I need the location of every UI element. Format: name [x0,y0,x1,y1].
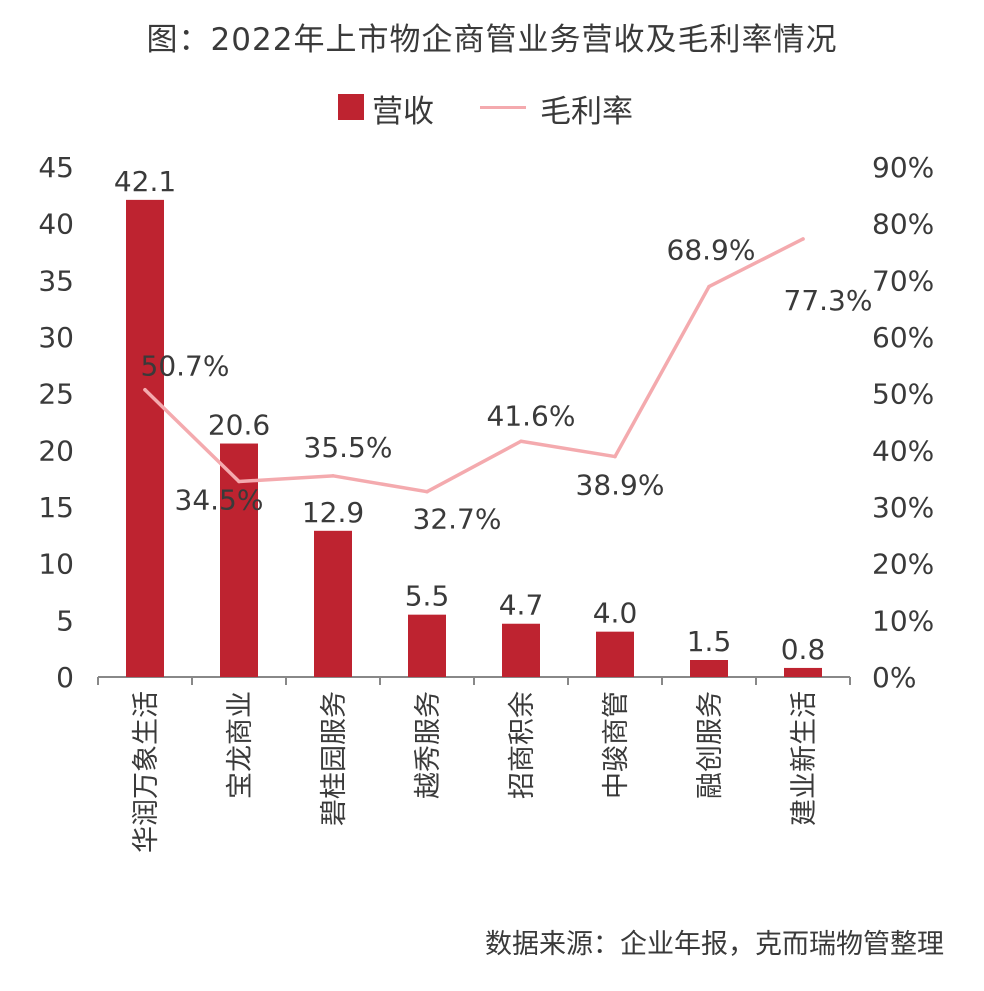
legend: 营收 毛利率 [0,86,984,130]
y-left-tick-label: 30 [38,321,74,354]
y-right-tick-label: 80% [872,208,934,241]
line-data-label: 68.9% [667,234,756,267]
category-label: 碧桂园服务 [319,691,350,826]
y-left-tick-label: 15 [38,491,74,524]
line-point [331,474,335,478]
line-point [237,479,241,484]
y-left-tick-label: 35 [38,264,74,297]
y-left-tick-label: 40 [38,208,74,241]
bar [596,631,634,677]
y-right-tick-label: 30% [872,491,934,524]
line-point [613,454,617,459]
bar-data-label: 12.9 [302,496,364,529]
category-label: 中骏商管 [601,691,632,799]
margin-line [143,237,805,494]
bar [314,530,352,677]
line-point [707,284,711,289]
category-label: 建业新生活 [789,691,820,826]
category-label: 越秀服务 [413,691,444,799]
y-right-tick-label: 90% [872,151,934,184]
y-right-tick-label: 70% [872,264,934,297]
line-data-label: 34.5% [175,484,264,517]
bar-data-label: 0.8 [781,633,826,666]
line-point [425,489,429,494]
y-right-tick-label: 50% [872,378,934,411]
legend-bar-label: 营收 [372,94,434,130]
category-label: 宝龙商业 [225,691,256,799]
bar [408,614,446,677]
y-left-tick-label: 10 [38,548,74,581]
bar-data-label: 20.6 [208,409,270,442]
line-data-label: 50.7% [141,350,230,383]
y-left-tick-label: 20 [38,434,74,467]
y-right-tick-label: 40% [872,434,934,467]
y-left-tick-label: 45 [38,151,74,184]
line-point [143,387,147,392]
bar-data-label: 4.0 [593,597,638,630]
category-label: 招商积余 [507,691,538,799]
y-right-tick-label: 60% [872,321,934,354]
bar [126,199,164,677]
line-data-label: 38.9% [576,469,665,502]
bar [220,443,258,677]
category-label: 融创服务 [695,691,726,799]
y-left-tick-label: 0 [56,661,74,694]
line-data-label: 77.3% [784,284,873,317]
bar [502,623,540,677]
line-data-label: 32.7% [413,503,502,536]
y-left-tick-label: 5 [56,604,74,637]
line-data-label: 35.5% [304,431,393,464]
bar-data-label: 1.5 [687,625,732,658]
line-point [519,439,523,444]
legend-line-swatch [480,106,526,109]
y-right-tick-label: 0% [872,661,916,694]
category-label: 华润万象生活 [131,691,162,853]
legend-bar-swatch [338,94,364,120]
bar [784,667,822,677]
chart-title: 图：2022年上市物企商管业务营收及毛利率情况 [146,22,838,58]
bar [690,660,728,677]
bar-data-label: 42.1 [114,165,176,198]
bar-data-label: 5.5 [405,580,450,613]
line-data-label: 41.6% [487,399,576,432]
bar-data-label: 4.7 [499,589,544,622]
line-point [801,237,805,241]
y-right-tick-label: 10% [872,604,934,637]
legend-line-label: 毛利率 [540,94,633,130]
source-note: 数据来源：企业年报，克而瑞物管整理 [485,929,944,960]
y-left-tick-label: 25 [38,378,74,411]
y-right-tick-label: 20% [872,548,934,581]
